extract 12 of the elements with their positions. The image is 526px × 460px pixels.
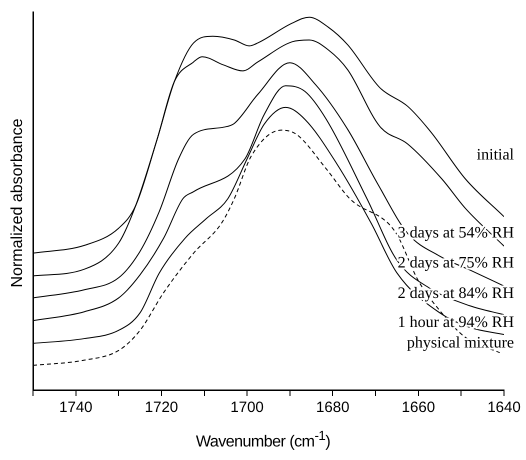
x-tick-label: 1680 <box>316 399 350 416</box>
series-label: initial <box>476 146 515 164</box>
x-tick-label: 1640 <box>487 399 521 416</box>
x-axis-title: Wavenumber (cm$^{-1}$) <box>194 428 332 452</box>
x-tick-label: 1720 <box>144 399 178 416</box>
x-tick-label: 1660 <box>402 399 436 416</box>
x-tick-label: 1700 <box>230 399 264 416</box>
series-label: 1 hour at 94% RH <box>398 314 514 332</box>
x-tick-label: 1740 <box>59 399 93 416</box>
y-axis-title: Normalized absorbance <box>9 118 27 288</box>
series-label: 3 days at 54% RH <box>398 224 514 242</box>
series-label: physical mixture <box>406 334 514 352</box>
